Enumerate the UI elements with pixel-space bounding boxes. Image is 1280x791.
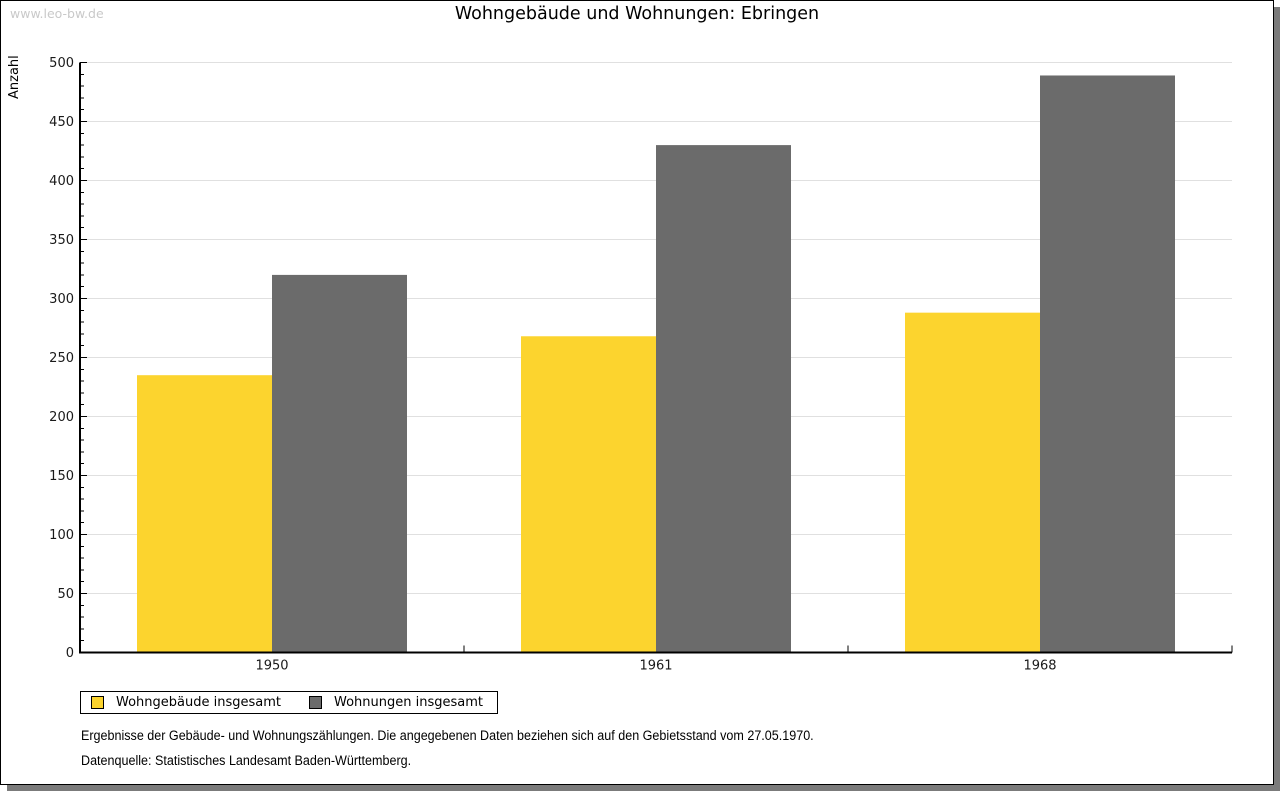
legend-item-wohngebaeude: Wohngebäude insgesamt [91,695,281,710]
y-tick-label: 400 [49,174,74,189]
bar-wohngebaeude-1968 [905,312,1040,653]
y-tick-label: 500 [49,56,74,71]
bar-wohnungen-1950 [272,274,407,653]
x-category-label: 1968 [1023,659,1056,674]
y-axis-title: Anzahl [7,55,22,99]
x-category-label: 1950 [255,659,288,674]
bar-wohnungen-1961 [656,145,791,653]
x-category-label: 1961 [639,659,672,674]
bar-wohngebaeude-1961 [521,336,656,653]
y-tick-label: 350 [49,233,74,248]
chart-title: Wohngebäude und Wohnungen: Ebringen [454,4,820,24]
drop-shadow-right [1274,7,1280,791]
legend-swatch-gray [309,696,322,709]
y-tick-label: 200 [49,410,74,425]
footer-source: Datenquelle: Statistisches Landesamt Bad… [81,753,412,768]
legend-label: Wohngebäude insgesamt [116,695,281,710]
watermark: www.leo-bw.de [10,6,104,21]
legend-swatch-yellow [91,696,104,709]
legend-item-wohnungen: Wohnungen insgesamt [309,695,483,710]
bar-chart: 0 50 100 150 200 250 300 350 400 450 500 1950 1961 19… [7,55,1233,674]
footer-note: Ergebnisse der Gebäude- und Wohnungszähl… [81,728,814,743]
y-tick-label: 50 [57,587,74,602]
bar-wohnungen-1968 [1040,75,1175,653]
y-tick-label: 300 [49,292,74,307]
legend-label: Wohnungen insgesamt [334,695,483,710]
y-tick-label: 150 [49,469,74,484]
y-tick-label: 250 [49,351,74,366]
y-tick-label: 100 [49,528,74,543]
chart-legend: Wohngebäude insgesamt Wohnungen insgesam… [80,691,498,714]
y-tick-label: 450 [49,115,74,130]
y-tick-label: 0 [66,646,74,661]
drop-shadow-bottom [7,785,1280,791]
bar-wohngebaeude-1950 [137,375,272,653]
